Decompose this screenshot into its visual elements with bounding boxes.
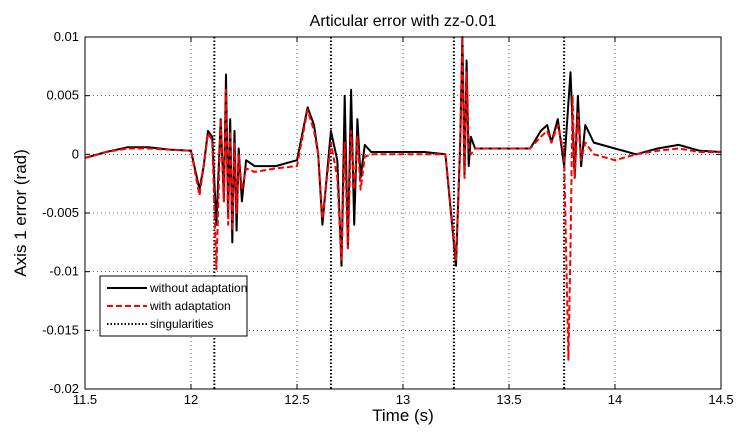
axis-ticks: 11.5 12 12.5 13 13.5 14 14.5 0.01 0.005 0 -0.005 -0… [42, 29, 734, 407]
y-tick-label: -0.015 [42, 322, 79, 337]
x-tick-label: 13.5 [496, 392, 521, 407]
y-tick-label: -0.005 [42, 205, 79, 220]
y-axis-title: Axis 1 error (rad) [11, 149, 30, 277]
x-axis-title: Time (s) [372, 406, 434, 425]
x-tick-label: 11.5 [73, 392, 97, 407]
y-tick-label: 0 [72, 146, 79, 161]
legend: without adaptation with adaptation singu… [99, 275, 248, 337]
y-tick-label: -0.01 [49, 264, 79, 279]
legend-label-singularities: singularities [150, 317, 213, 331]
y-tick-label: 0.005 [46, 88, 79, 103]
x-tick-label: 14 [608, 392, 622, 407]
y-tick-label: 0.01 [54, 29, 79, 44]
legend-label-without-adaptation: without adaptation [149, 281, 247, 295]
series-line-without-adaptation [84, 36, 722, 267]
chart-title: Articular error with zz-0.01 [310, 13, 497, 30]
y-tick-label: -0.02 [49, 381, 79, 396]
series-lines [84, 36, 722, 361]
x-tick-label: 13 [396, 392, 410, 407]
x-tick-label: 12 [184, 392, 198, 407]
singularity-lines [213, 37, 566, 389]
grid [85, 37, 721, 389]
x-tick-label: 12.5 [284, 392, 309, 407]
legend-label-with-adaptation: with adaptation [149, 299, 231, 313]
legend-box [99, 275, 248, 337]
series-line-with-adaptation [84, 36, 721, 361]
x-tick-label: 14.5 [708, 392, 733, 407]
